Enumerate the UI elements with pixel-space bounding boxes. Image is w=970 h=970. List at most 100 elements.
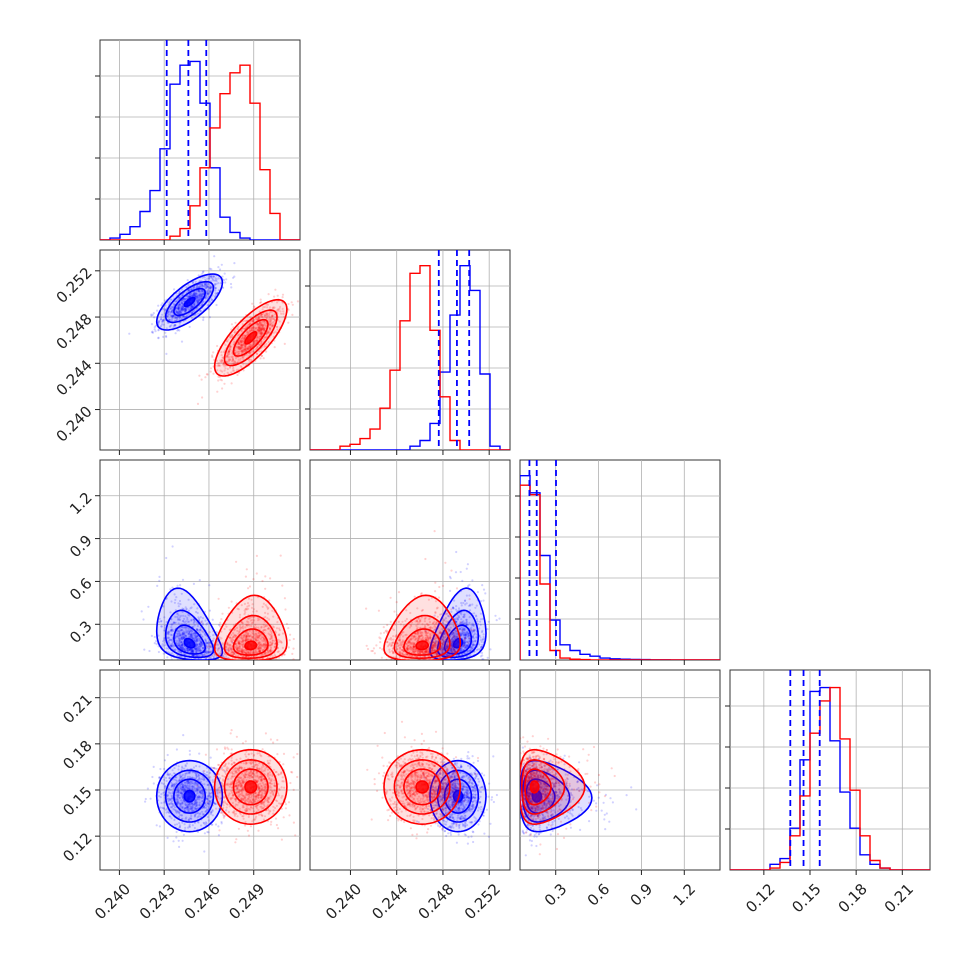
sample-point [268, 314, 271, 317]
sample-point [383, 631, 386, 634]
sample-point [264, 312, 267, 315]
sample-point [268, 644, 271, 647]
sample-point [248, 322, 251, 326]
sample-point [183, 298, 186, 301]
sample-point [494, 614, 497, 617]
sample-point [201, 646, 205, 650]
sample-point [233, 360, 236, 363]
sample-point [259, 331, 263, 334]
sample-point [241, 344, 244, 347]
sample-point [193, 619, 196, 623]
sample-point [177, 614, 180, 617]
sample-point [241, 651, 244, 654]
sample-point [283, 342, 286, 345]
sample-point [256, 329, 259, 332]
sample-point [175, 642, 178, 645]
sample-point [189, 648, 192, 651]
sample-point [179, 637, 182, 641]
sample-point [269, 320, 273, 323]
sample-point [270, 316, 273, 320]
sample-point [218, 636, 221, 639]
sample-point [240, 350, 243, 353]
sample-point [239, 626, 242, 629]
sample-point [271, 314, 274, 317]
sample-point [174, 299, 178, 303]
sample-point [199, 289, 202, 292]
sample-point [167, 636, 170, 639]
sample-point [201, 396, 204, 399]
sample-point [231, 660, 233, 662]
sample-point [178, 618, 181, 621]
sample-point [482, 588, 486, 591]
sample-point [190, 648, 193, 651]
sample-point [244, 345, 247, 349]
sample-point [197, 629, 200, 632]
sample-point [235, 560, 238, 563]
sample-point [160, 324, 163, 327]
sample-point [196, 296, 199, 299]
sample-point [150, 331, 154, 334]
sample-point [225, 360, 228, 363]
sample-point [236, 607, 239, 610]
sample-point [209, 287, 212, 290]
sample-point [198, 283, 201, 286]
sample-point [232, 367, 235, 370]
sample-point [267, 627, 270, 630]
sample-point [273, 306, 276, 309]
sample-point [157, 620, 161, 624]
sample-point [156, 309, 159, 312]
sample-point [194, 647, 197, 650]
sample-point [204, 284, 207, 287]
sample-point [236, 350, 239, 353]
sample-point [206, 651, 209, 654]
sample-point [247, 323, 250, 326]
sample-point [204, 283, 207, 286]
sample-point [204, 650, 207, 654]
sample-point [152, 312, 155, 315]
sample-point [170, 628, 173, 631]
sample-point [197, 289, 200, 292]
sample-point [250, 327, 253, 330]
sample-point [245, 635, 248, 638]
sample-point [181, 628, 184, 631]
sample-point [157, 634, 160, 637]
sample-point [197, 646, 200, 649]
sample-point [252, 578, 255, 581]
sample-point [199, 310, 202, 313]
sample-point [161, 302, 164, 305]
sample-point [267, 341, 270, 344]
sample-point [257, 326, 260, 329]
sample-point [198, 294, 201, 297]
sample-point [171, 317, 174, 320]
sample-point [176, 635, 179, 638]
sample-point [206, 290, 209, 294]
sample-point [243, 344, 246, 347]
sample-point [184, 309, 188, 312]
sample-point [241, 622, 244, 625]
sample-point [246, 347, 250, 350]
sample-point [199, 293, 202, 296]
sample-point [195, 650, 198, 653]
sample-point [196, 611, 199, 615]
sample-point [217, 379, 220, 382]
sample-point [162, 644, 165, 647]
sample-point [439, 662, 441, 664]
sample-point [265, 317, 268, 320]
sample-point [190, 636, 193, 639]
sample-point [200, 642, 203, 645]
sample-point [202, 270, 205, 273]
sample-point [214, 292, 217, 295]
sample-point [258, 650, 261, 653]
sample-point [174, 649, 177, 652]
sample-point [178, 642, 181, 645]
sample-point [257, 324, 260, 327]
sample-point [227, 351, 230, 354]
sample-point [199, 628, 202, 632]
sample-point [180, 629, 183, 632]
sample-point [258, 329, 261, 332]
sample-point [195, 635, 198, 639]
sample-point [221, 642, 224, 645]
sample-point [183, 636, 186, 639]
sample-point [188, 295, 191, 298]
sample-point [222, 363, 225, 366]
